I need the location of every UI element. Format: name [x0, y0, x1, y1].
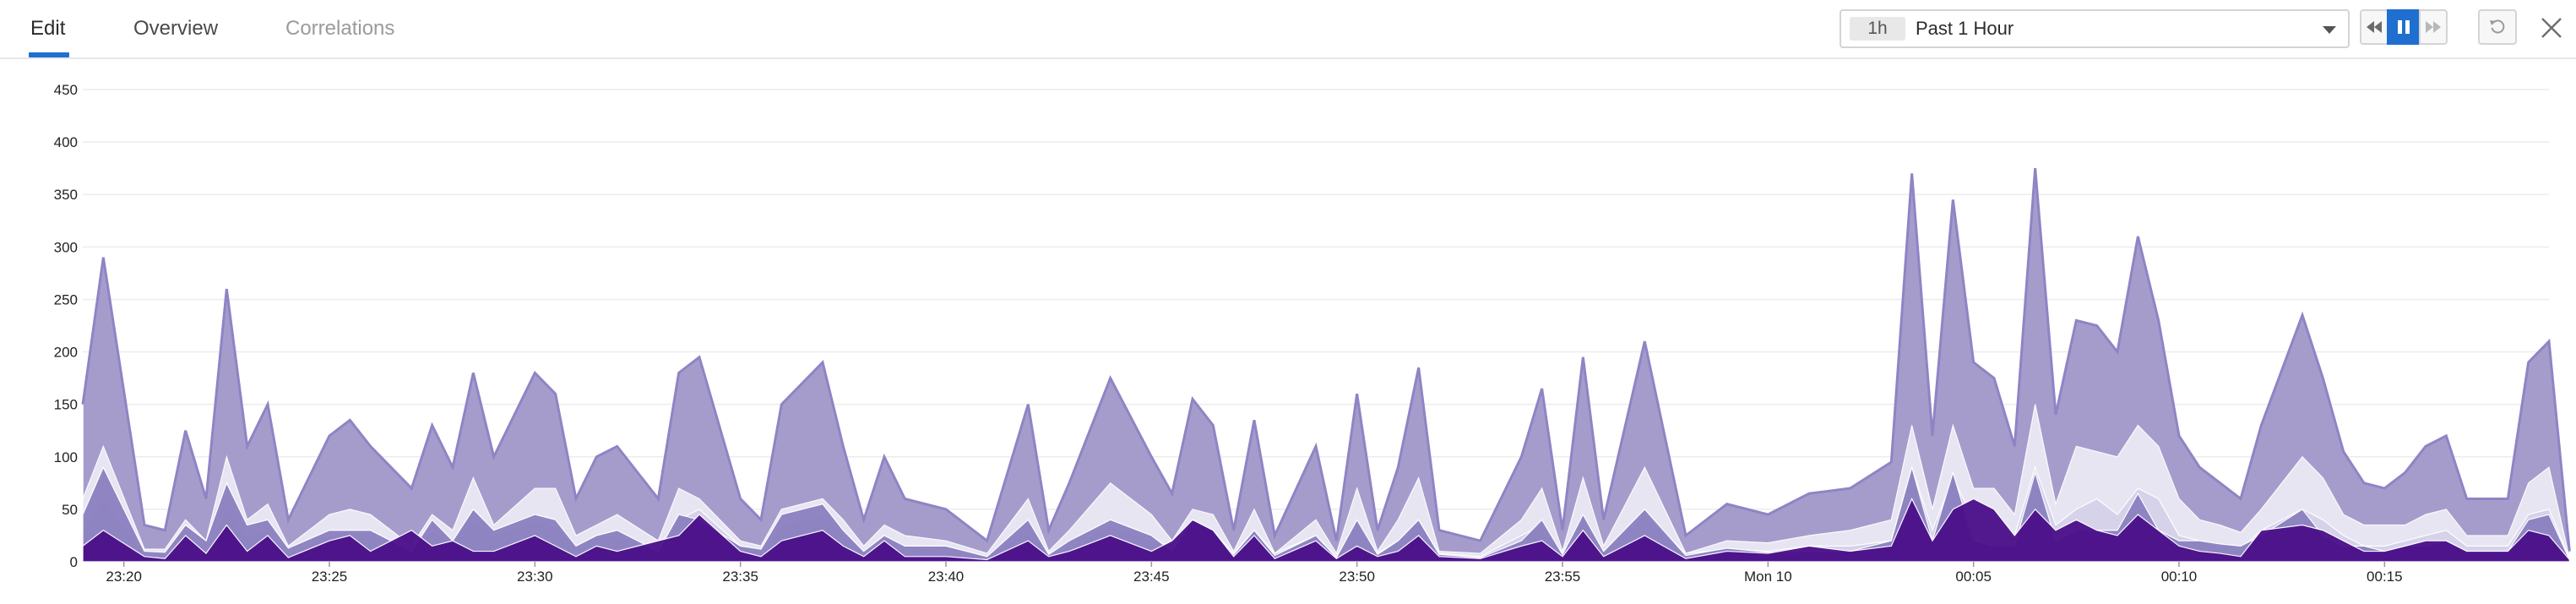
reset-button[interactable] — [2478, 9, 2517, 45]
y-tick-label: 350 — [54, 187, 78, 203]
y-tick-label: 100 — [54, 449, 78, 465]
x-tick-label: 23:55 — [1545, 569, 1581, 585]
x-tick-label: 23:50 — [1339, 569, 1375, 585]
pause-button[interactable] — [2387, 9, 2421, 45]
close-icon[interactable] — [2537, 14, 2566, 42]
x-axis: 23:20 23:25 23:30 23:35 23:40 23:45 23:50 23:55… — [106, 562, 2403, 585]
tab-edit[interactable]: Edit — [30, 17, 66, 40]
time-range-picker[interactable]: 1h Past 1 Hour — [1840, 9, 2350, 48]
x-tick-label: 00:05 — [1955, 569, 1992, 585]
chart-area: 0 50 100 150 200 250 300 350 400 450 23:20 23:25 23… — [0, 59, 2576, 600]
x-tick-label: 23:45 — [1133, 569, 1170, 585]
tab-overview[interactable]: Overview — [133, 17, 219, 40]
rewind-button[interactable] — [2360, 9, 2389, 45]
reset-icon — [2490, 19, 2505, 34]
pause-icon — [2398, 20, 2410, 34]
y-tick-label: 400 — [54, 134, 78, 150]
x-tick-label: 23:20 — [106, 569, 142, 585]
active-tab-indicator — [29, 52, 69, 57]
chart-series — [82, 168, 2571, 563]
y-tick-label: 200 — [54, 345, 78, 361]
y-axis: 0 50 100 150 200 250 300 350 400 450 — [54, 82, 78, 570]
top-toolbar: Edit Overview Correlations 1h Past 1 Hou… — [0, 0, 2576, 59]
x-tick-label: 23:35 — [722, 569, 758, 585]
time-range-label: Past 1 Hour — [1916, 18, 2014, 39]
area-series-total — [82, 168, 2571, 563]
y-tick-label: 150 — [54, 397, 78, 413]
y-tick-label: 300 — [54, 239, 78, 255]
y-tick-label: 50 — [62, 502, 78, 518]
chart-outline — [81, 168, 2571, 552]
y-tick-label: 0 — [70, 554, 78, 570]
x-tick-label: 00:10 — [2161, 569, 2198, 585]
y-tick-label: 250 — [54, 291, 78, 307]
x-tick-label: Mon 10 — [1744, 569, 1792, 585]
x-tick-label: 23:25 — [312, 569, 348, 585]
y-tick-label: 450 — [54, 82, 78, 98]
tab-correlations[interactable]: Correlations — [285, 17, 395, 40]
x-tick-label: 23:40 — [928, 569, 965, 585]
x-tick-label: 23:30 — [517, 569, 553, 585]
fast-forward-icon — [2426, 21, 2441, 33]
chevron-down-icon[interactable] — [2323, 26, 2336, 34]
x-tick-label: 00:15 — [2367, 569, 2403, 585]
fast-forward-button[interactable] — [2419, 9, 2448, 45]
rewind-icon — [2367, 21, 2382, 33]
total-outline-line — [81, 168, 2571, 552]
time-range-badge: 1h — [1850, 17, 1905, 41]
area-series-dark — [82, 498, 2570, 563]
